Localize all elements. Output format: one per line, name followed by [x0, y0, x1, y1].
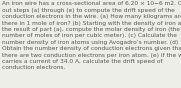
Text: An iron wire has a cross-sectional area of 6.20 × 10−6 m2. Carry
out steps (a) t: An iron wire has a cross-sectional area …	[2, 1, 181, 70]
